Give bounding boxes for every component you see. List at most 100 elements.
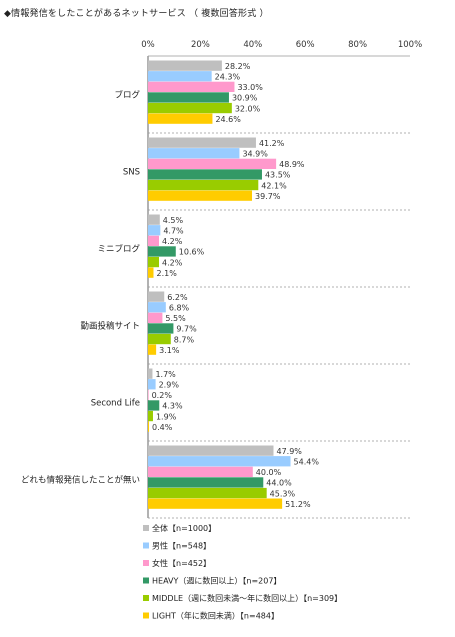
bar (148, 379, 156, 390)
bar (148, 179, 259, 191)
bar (148, 487, 267, 499)
bar (148, 368, 153, 379)
x-tick-label: 80% (348, 40, 367, 50)
bar (148, 477, 264, 488)
bar (148, 323, 174, 334)
category-label: SNS (123, 168, 140, 178)
bar (148, 190, 253, 201)
bar-value-label: 24.3% (215, 73, 241, 82)
labels-layer: 28.2% 24.3%33.0% 30.9%32.0% 24.6% 41.2% 34.9%… (152, 62, 320, 509)
bar (148, 113, 213, 124)
legend-label: MIDDLE（週に数回未満～年に数回以上）【n=309】 (152, 593, 342, 603)
legend-swatch (143, 577, 149, 584)
legend-label: 女性【n=452】 (152, 558, 211, 568)
bar-value-label: 4.2% (162, 237, 183, 246)
bar-value-label: 2.9% (159, 381, 180, 390)
legend-swatch (143, 560, 149, 566)
bar (148, 302, 166, 313)
bar (148, 92, 229, 103)
chart-title: ◆情報発信をしたことがあるネットサービス （ 複数回答形式 ） (4, 9, 269, 19)
bar (148, 333, 171, 345)
legend-label: LIGHT（年に数回未満）【n=484】 (152, 611, 279, 621)
legend-swatch (143, 542, 149, 549)
bar-value-label: 28.2% (225, 62, 251, 71)
bar (148, 400, 160, 411)
x-tick-label: 0% (141, 40, 155, 50)
bar (148, 389, 149, 400)
bar-value-label: 45.3% (270, 489, 296, 498)
bar-value-label: 0.4% (152, 423, 173, 432)
bar (148, 214, 160, 225)
bar (148, 466, 253, 477)
bar-value-label: 39.7% (255, 192, 281, 201)
bar (148, 291, 165, 302)
category-label: 動画投稿サイト (80, 321, 140, 332)
bar (148, 102, 232, 114)
category-label: Second Life (91, 399, 140, 409)
bar-value-label: 6.2% (167, 293, 188, 302)
bar-value-label: 42.1% (261, 181, 287, 190)
legend-swatch (143, 525, 149, 531)
bar-value-label: 34.9% (242, 150, 268, 159)
bar-value-label: 24.6% (215, 115, 241, 124)
bar-value-label: 48.9% (279, 160, 305, 169)
bar (148, 81, 235, 92)
category-label: ブログ (114, 90, 140, 101)
bar (148, 137, 256, 148)
bar-value-label: 0.2% (152, 391, 173, 400)
legend-layer: 全体【n=1000】男性【n=548】女性【n=452】 HEAVY（週に数回以上… (143, 523, 342, 621)
bar-value-label: 5.5% (165, 314, 186, 323)
legend-label: HEAVY（週に数回以上）【n=207】 (152, 576, 281, 586)
legend-swatch (143, 595, 149, 601)
bar-value-label: 30.9% (232, 94, 258, 103)
bar-value-label: 47.9% (276, 447, 302, 456)
bar (148, 169, 262, 180)
bar (148, 71, 212, 82)
bar-value-label: 32.0% (235, 104, 261, 113)
bars-layer (148, 60, 291, 509)
bar (148, 410, 153, 422)
category-label: どれも情報発信したことが無い (21, 475, 140, 486)
bar-value-label: 1.7% (155, 370, 176, 379)
bar-value-label: 4.3% (162, 402, 183, 411)
bar-value-label: 4.5% (163, 216, 184, 225)
bar-value-label: 10.6% (179, 248, 205, 257)
x-tick-label: 60% (296, 40, 315, 50)
bar (148, 312, 163, 323)
bar (148, 445, 274, 456)
bar (148, 456, 291, 467)
bar (148, 148, 240, 159)
bar-value-label: 54.4% (294, 458, 320, 467)
legend-label: 男性【n=548】 (152, 541, 211, 551)
bar-value-label: 43.5% (265, 171, 291, 180)
bar-value-label: 9.7% (176, 325, 197, 334)
bar (148, 246, 176, 257)
bar (148, 60, 222, 71)
bar-value-label: 6.8% (169, 304, 190, 313)
legend-swatch (143, 612, 149, 619)
bar-value-label: 2.1% (157, 269, 178, 278)
bar (148, 158, 277, 169)
bar-value-label: 1.9% (156, 412, 177, 421)
bar-value-label: 4.7% (163, 227, 184, 236)
bar (148, 235, 160, 246)
category-label: ミニブログ (97, 244, 140, 255)
bar-value-label: 4.2% (162, 258, 183, 267)
bar (148, 421, 150, 432)
legend-label: 全体【n=1000】 (152, 523, 216, 533)
x-tick-label: 20% (191, 40, 210, 50)
x-tick-label: 100% (398, 40, 422, 50)
x-tick-label: 40% (243, 40, 262, 50)
bar-value-label: 40.0% (256, 468, 282, 477)
bar (148, 256, 160, 268)
bar-value-label: 33.0% (237, 83, 263, 92)
bar-value-label: 8.7% (174, 335, 195, 344)
bar (148, 267, 154, 278)
bar (148, 498, 283, 509)
bar-value-label: 3.1% (159, 346, 180, 355)
bar-value-label: 41.2% (259, 139, 285, 148)
bar (148, 344, 157, 355)
bar-value-label: 51.2% (285, 500, 311, 509)
bar-value-label: 44.0% (266, 479, 292, 488)
